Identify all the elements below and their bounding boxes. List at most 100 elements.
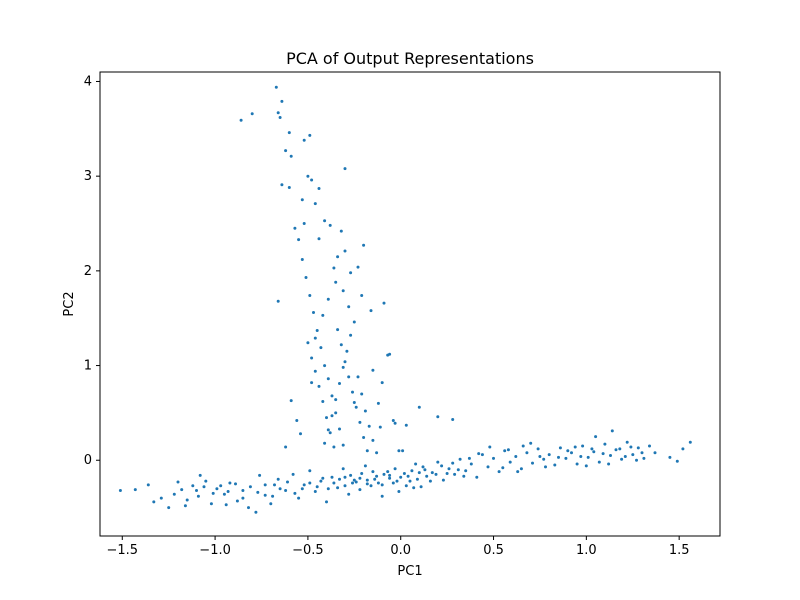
data-point bbox=[586, 455, 590, 459]
data-point bbox=[382, 301, 386, 305]
y-tick-label: 3 bbox=[84, 169, 92, 184]
data-point bbox=[317, 237, 321, 241]
data-point bbox=[480, 453, 484, 457]
data-point bbox=[284, 445, 288, 449]
data-point bbox=[263, 493, 267, 497]
data-point bbox=[209, 502, 213, 506]
data-point bbox=[404, 423, 408, 427]
data-point bbox=[247, 506, 250, 510]
data-point bbox=[326, 487, 330, 491]
data-point bbox=[254, 510, 258, 514]
data-point bbox=[345, 349, 349, 353]
data-point bbox=[317, 187, 321, 190]
data-point bbox=[226, 490, 230, 493]
y-tick-label: 0 bbox=[84, 453, 92, 468]
data-point bbox=[176, 480, 180, 484]
data-point bbox=[332, 481, 336, 485]
data-point bbox=[636, 446, 640, 450]
data-point bbox=[159, 496, 163, 500]
data-point bbox=[399, 475, 403, 479]
data-point bbox=[185, 498, 189, 502]
data-point bbox=[328, 223, 332, 227]
data-point bbox=[321, 476, 325, 480]
data-point bbox=[668, 455, 672, 459]
data-point bbox=[326, 428, 330, 432]
data-point bbox=[310, 178, 314, 182]
data-point bbox=[581, 444, 585, 448]
data-point bbox=[317, 384, 321, 388]
data-point bbox=[196, 494, 200, 498]
data-point bbox=[338, 427, 341, 431]
data-point bbox=[343, 249, 347, 253]
data-point bbox=[363, 464, 367, 468]
data-point bbox=[195, 489, 198, 492]
data-point bbox=[573, 445, 577, 449]
data-point bbox=[198, 473, 202, 477]
data-point bbox=[332, 266, 336, 270]
data-point bbox=[183, 504, 187, 508]
data-point bbox=[300, 198, 304, 202]
data-point bbox=[410, 469, 414, 473]
data-point bbox=[378, 425, 382, 429]
data-point bbox=[423, 468, 427, 472]
data-point bbox=[436, 460, 440, 464]
data-point bbox=[306, 341, 310, 345]
data-point bbox=[421, 465, 425, 469]
data-point bbox=[287, 186, 291, 189]
data-point bbox=[417, 405, 421, 409]
data-point bbox=[445, 472, 449, 475]
data-point bbox=[336, 328, 340, 332]
data-point bbox=[133, 488, 137, 492]
data-point bbox=[341, 443, 345, 447]
data-point bbox=[447, 467, 451, 471]
data-point bbox=[325, 416, 328, 420]
data-point bbox=[352, 320, 356, 324]
data-point bbox=[640, 451, 644, 455]
data-point bbox=[451, 418, 455, 421]
data-point bbox=[469, 462, 473, 466]
data-point bbox=[234, 482, 237, 486]
data-point bbox=[323, 364, 327, 368]
data-point bbox=[321, 400, 325, 403]
data-point bbox=[508, 460, 512, 464]
data-point bbox=[358, 420, 362, 424]
data-point bbox=[441, 478, 445, 482]
data-point bbox=[349, 333, 353, 337]
data-point bbox=[319, 479, 323, 483]
data-point bbox=[544, 465, 547, 469]
data-point bbox=[503, 449, 507, 453]
data-point bbox=[323, 219, 327, 223]
data-point bbox=[336, 486, 340, 490]
data-point bbox=[464, 469, 468, 473]
data-point bbox=[351, 481, 354, 485]
data-point bbox=[592, 450, 596, 454]
data-point bbox=[620, 457, 624, 461]
data-point bbox=[263, 483, 267, 487]
data-point bbox=[375, 451, 379, 455]
data-point bbox=[623, 455, 627, 458]
data-point bbox=[631, 453, 635, 457]
data-point bbox=[351, 390, 354, 394]
data-point bbox=[338, 477, 341, 481]
y-tick-label: 2 bbox=[84, 264, 92, 279]
data-point bbox=[380, 483, 384, 487]
data-point bbox=[330, 394, 334, 398]
data-point bbox=[564, 456, 568, 460]
data-point bbox=[406, 474, 410, 478]
data-point bbox=[352, 401, 356, 404]
data-point bbox=[297, 496, 301, 500]
data-point bbox=[401, 449, 405, 453]
data-point bbox=[529, 441, 533, 445]
data-point bbox=[570, 451, 573, 455]
data-point bbox=[382, 472, 386, 476]
data-point bbox=[313, 490, 317, 493]
data-point bbox=[380, 381, 384, 385]
data-point bbox=[603, 442, 607, 446]
data-point bbox=[202, 485, 206, 489]
data-point bbox=[402, 472, 406, 475]
data-point bbox=[417, 471, 421, 475]
data-point bbox=[308, 133, 312, 137]
data-point bbox=[501, 466, 505, 470]
data-point bbox=[297, 238, 301, 242]
